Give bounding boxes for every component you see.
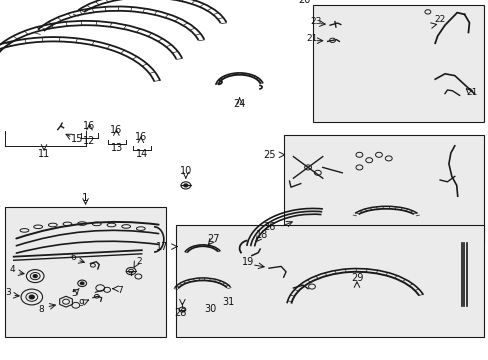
Text: 11: 11 <box>38 149 50 159</box>
Text: 6: 6 <box>70 253 76 262</box>
Text: 26: 26 <box>263 222 276 232</box>
Text: 13: 13 <box>110 143 123 153</box>
Text: 25: 25 <box>263 150 276 160</box>
Text: 14: 14 <box>135 149 148 159</box>
Text: 8: 8 <box>39 305 44 315</box>
FancyBboxPatch shape <box>283 135 483 241</box>
Text: 23: 23 <box>309 17 321 26</box>
Text: 27: 27 <box>207 234 220 244</box>
Text: 16: 16 <box>83 121 96 131</box>
Text: 31: 31 <box>222 297 235 307</box>
FancyBboxPatch shape <box>5 207 166 337</box>
Text: 4: 4 <box>9 265 15 274</box>
Text: 15: 15 <box>71 134 83 144</box>
Text: 24: 24 <box>233 99 245 109</box>
Text: 2: 2 <box>136 257 142 266</box>
Text: 9: 9 <box>79 300 84 308</box>
Text: 16: 16 <box>110 125 122 135</box>
Text: 29: 29 <box>350 273 363 283</box>
Text: 17: 17 <box>156 242 168 252</box>
Text: 7: 7 <box>117 286 123 294</box>
Text: 22: 22 <box>433 14 445 23</box>
FancyArrowPatch shape <box>16 230 158 246</box>
Text: 1: 1 <box>82 193 89 203</box>
Circle shape <box>29 295 34 299</box>
Circle shape <box>33 275 37 278</box>
Text: 16: 16 <box>134 132 147 142</box>
Circle shape <box>80 282 84 285</box>
Text: 12: 12 <box>82 136 95 146</box>
Text: 28: 28 <box>173 308 186 318</box>
Text: 18: 18 <box>255 230 268 240</box>
FancyBboxPatch shape <box>312 5 483 122</box>
Text: 3: 3 <box>5 288 11 297</box>
FancyArrowPatch shape <box>16 222 158 239</box>
Text: 10: 10 <box>179 166 192 176</box>
Text: 21: 21 <box>465 88 477 97</box>
Text: 20: 20 <box>297 0 310 5</box>
FancyArrowPatch shape <box>16 241 158 253</box>
Text: 21: 21 <box>306 34 318 43</box>
Text: 19: 19 <box>242 257 254 267</box>
Text: 5: 5 <box>71 289 77 298</box>
Text: 30: 30 <box>203 304 216 314</box>
Circle shape <box>183 184 187 187</box>
FancyBboxPatch shape <box>176 225 483 337</box>
